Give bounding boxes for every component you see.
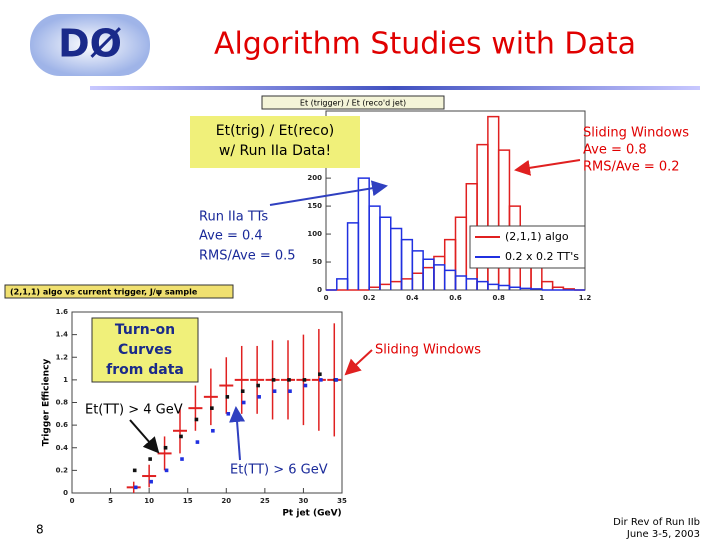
data-point [179, 434, 183, 439]
annotation: Sliding Windows [375, 343, 481, 358]
slide-title: Algorithm Studies with Data [214, 27, 636, 62]
data-point [271, 378, 276, 382]
x-tick-label: 5 [108, 497, 113, 505]
data-point [257, 395, 261, 399]
annotation: from data [106, 362, 184, 378]
arrow [514, 159, 581, 176]
y-axis-label: Trigger Efficiency [42, 359, 52, 447]
data-point [195, 440, 200, 444]
data-point [210, 406, 214, 410]
y-tick-label: 0.6 [56, 421, 69, 429]
data-point [132, 468, 137, 473]
y-tick-label: 0.8 [56, 399, 69, 407]
data-point [288, 389, 292, 393]
footer-text: Dir Rev of Run IIb [613, 517, 700, 528]
y-tick-label: 1.6 [56, 308, 69, 316]
annotation: w/ Run IIa Data! [219, 143, 331, 159]
data-point [256, 383, 260, 388]
x-tick-label: 0.6 [449, 294, 462, 302]
annotation: RMS/Ave = 0.5 [199, 249, 296, 264]
y-tick-label: 0.2 [56, 466, 69, 474]
x-tick-label: 15 [183, 497, 193, 505]
annotation: Turn-on [115, 322, 175, 338]
y-tick-label: 50 [312, 258, 322, 266]
annotation: Run IIa TTs [199, 210, 268, 225]
annotation: Et(TT) > 6 GeV [230, 463, 328, 478]
data-point [180, 457, 184, 461]
annotation: Et(trig) / Et(reco) [216, 123, 334, 139]
arrow [129, 419, 160, 454]
plot1-title: Et (trigger) / Et (reco'd jet) [300, 99, 406, 108]
y-tick-label: 100 [307, 230, 322, 238]
plot2-title: (2,1,1) algo vs current trigger, J/ψ sam… [10, 288, 198, 297]
x-tick-label: 35 [337, 497, 347, 505]
x-tick-label: 0.8 [492, 294, 505, 302]
data-point [287, 378, 291, 382]
x-axis-label: Pt jet (GeV) [282, 509, 341, 519]
y-tick-label: 1 [63, 376, 68, 384]
title-rule [90, 86, 700, 90]
histogram-bar [541, 280, 554, 290]
annotation: Sliding Windows [583, 126, 689, 141]
legend-label: (2,1,1) algo [505, 230, 569, 243]
x-tick-label: 0 [324, 294, 329, 302]
annotation-box [91, 317, 199, 383]
annotation: Curves [118, 342, 172, 358]
arrow [344, 349, 373, 376]
annotation: Ave = 0.8 [583, 143, 647, 158]
footer-text: June 3-5, 2003 [626, 529, 700, 540]
data-point [241, 400, 246, 405]
y-tick-label: 150 [307, 202, 322, 210]
data-point [133, 485, 138, 490]
y-tick-label: 0 [63, 489, 68, 497]
data-point [226, 412, 231, 416]
x-tick-label: 20 [221, 497, 231, 505]
data-point [272, 389, 277, 393]
legend-box [469, 225, 586, 269]
x-tick-label: 30 [299, 497, 309, 505]
x-tick-label: 0 [70, 497, 75, 505]
y-tick-label: 0.4 [56, 444, 69, 452]
annotation: Et(TT) > 4 GeV [85, 403, 183, 418]
annotation-box [190, 116, 360, 168]
data-point [148, 457, 152, 461]
data-point [318, 372, 322, 377]
data-point [334, 378, 339, 382]
data-point [149, 479, 153, 484]
plot1-title-box [261, 95, 445, 110]
data-point [303, 383, 308, 388]
y-tick-label: 0 [317, 286, 322, 294]
logo-background [30, 14, 150, 76]
data-point [211, 428, 215, 433]
y-tick-label: 1.2 [56, 353, 69, 361]
data-point [164, 468, 169, 473]
data-point [225, 395, 230, 399]
y-tick-label: 1.4 [56, 331, 69, 339]
data-point [163, 445, 168, 450]
annotation: RMS/Ave = 0.2 [583, 160, 680, 175]
page-number: 8 [36, 523, 44, 537]
x-tick-label: 10 [144, 497, 154, 505]
data-point [240, 389, 245, 393]
x-tick-label: 0.2 [363, 294, 376, 302]
annotation: Ave = 0.4 [199, 229, 263, 244]
legend-label: 0.2 x 0.2 TT's [505, 250, 579, 263]
x-tick-label: 1.2 [579, 294, 592, 302]
plot1: 0 0.2 0.4 0.6 0.8 1 1.2 0 50 100 150 200 (2,1,1) alg… [307, 110, 592, 302]
plot2-title-box [4, 284, 234, 299]
y-tick-label: 200 [307, 174, 322, 182]
histogram-bar [530, 288, 543, 290]
arrow [269, 180, 388, 206]
data-point [194, 417, 199, 422]
logo: DØ [58, 22, 122, 66]
arrow [229, 406, 246, 461]
x-tick-label: 25 [260, 497, 270, 505]
x-tick-label: 0.4 [406, 294, 419, 302]
data-point [319, 378, 323, 382]
data-point [302, 378, 307, 382]
x-tick-label: 1 [539, 294, 544, 302]
